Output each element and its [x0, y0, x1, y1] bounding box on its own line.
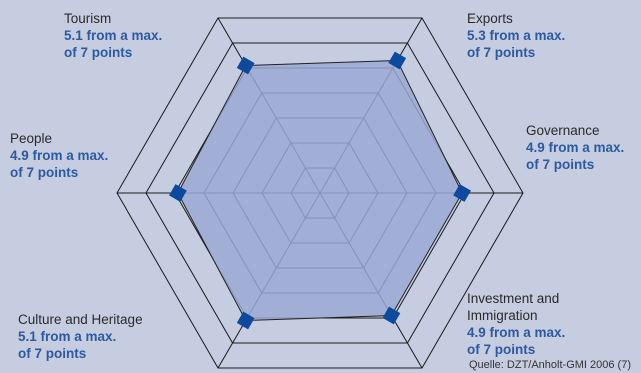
data-point-exports	[388, 51, 407, 70]
data-point-governance	[453, 184, 471, 202]
data-point-investment	[382, 306, 401, 325]
axis-label-culture: Culture and Heritage 5.1 from a max. of …	[18, 312, 143, 361]
data-point-tourism	[236, 56, 255, 75]
axis-label-investment: Investment and Immigration 4.9 from a ma…	[467, 291, 566, 357]
source-note: Quelle: DZT/Anholt-GMI 2006 (7)	[469, 359, 632, 371]
axis-label-people: People 4.9 from a max. of 7 points	[10, 131, 109, 180]
axis-label-governance: Governance 4.9 from a max. of 7 points	[526, 123, 625, 172]
data-point-culture	[236, 311, 255, 330]
data-area	[177, 59, 463, 322]
data-markers	[169, 51, 471, 330]
data-point-people	[169, 184, 187, 202]
axis-label-exports: Exports 5.3 from a max. of 7 points	[467, 11, 566, 60]
axis-label-tourism: Tourism 5.1 from a max. of 7 points	[64, 11, 163, 60]
